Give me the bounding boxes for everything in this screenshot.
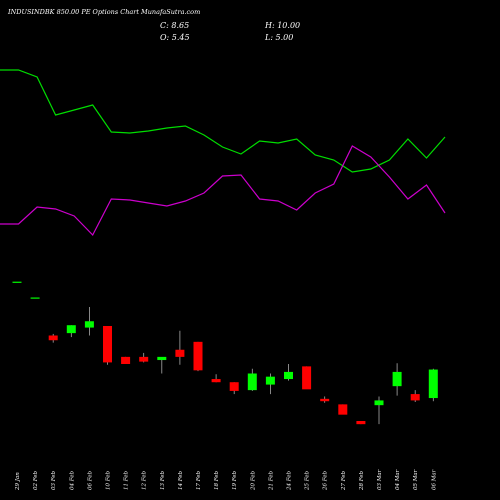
candle-2 [30,297,40,299]
candle-body [247,373,257,391]
x-tick-label: 10 Feb [106,470,112,490]
candle-body [410,394,420,401]
candle-12 [211,374,221,383]
candle-3 [48,333,58,343]
x-tick-label: 25 Feb [305,470,311,491]
x-tick-label: 19 Feb [232,470,238,490]
x-tick-label: 28 Feb [359,470,365,491]
candle-14 [247,368,257,391]
candle-18 [320,396,330,403]
candle-19 [338,404,348,415]
candle-body [338,404,348,415]
candle-body [84,321,94,328]
candles-layer [12,281,438,425]
low-value: L: 5.00 [264,33,293,42]
candle-7 [121,356,131,364]
candle-body [175,349,185,357]
candle-body [193,341,203,371]
x-tick-label: 13 Feb [160,470,166,490]
candle-body [374,400,384,406]
x-tick-label: 20 Feb [250,470,256,491]
high-value: H: 10.00 [264,21,300,30]
x-tick-label: 04 Mar [395,469,401,490]
x-tick-label: 12 Feb [142,470,148,490]
candle-15 [265,373,275,395]
candle-13 [229,382,239,395]
candle-16 [284,364,293,381]
open-value: O: 5.45 [160,33,190,42]
candle-24 [428,368,438,402]
x-tick-label: 26 Feb [323,470,329,491]
x-tick-label: 21 Feb [268,470,274,491]
candle-body [121,356,131,364]
x-tick-label: 18 Feb [214,470,220,490]
candle-body [320,398,330,402]
candle-10 [175,330,185,365]
candle-20 [356,421,366,425]
line-series-layer [0,69,446,237]
candle-body [139,356,149,362]
x-tick-label: 14 Feb [178,470,184,490]
candle-body [12,281,22,283]
candle-11 [193,341,203,372]
candle-body [265,376,275,385]
candle-22 [392,363,402,396]
line-series-1 [0,69,446,173]
close-value: C: 8.65 [160,21,189,30]
candle-body [356,421,366,425]
x-tick-label: 06 Mar [431,469,437,490]
candle-8 [139,352,149,363]
x-tick-label: 24 Feb [287,470,293,491]
x-tick-label: 02 Feb [33,470,39,490]
candle-5 [84,307,94,336]
x-tick-label: 29 Jan [15,472,21,491]
candle-body [157,356,167,361]
x-tick-label: 05 Mar [413,469,419,490]
candle-body [302,366,312,390]
candle-4 [66,325,76,338]
candle-1 [12,281,22,283]
candle-body [229,382,239,391]
candle-body [392,371,402,387]
candle-body [30,297,40,299]
candle-23 [410,390,420,402]
candle-body [48,335,58,341]
x-tick-label: 04 Feb [69,470,75,490]
candle-body [66,325,76,334]
x-tick-label: 11 Feb [124,470,130,490]
candle-17 [302,366,312,390]
chart-title: INDUSINDBK 850.00 PE Options Chart Munaf… [7,8,200,16]
x-tick-label: 03 Mar [377,469,383,490]
candle-9 [157,356,167,374]
x-tick-label: 03 Feb [51,470,57,490]
candle-body [103,326,112,363]
x-tick-label: 17 Feb [196,470,202,490]
candle-body [284,371,293,380]
candle-body [428,369,438,399]
x-axis-ticks: 29 Jan 02 Feb 03 Feb 04 Feb 06 Feb 10 Feb 11 F… [15,469,437,491]
line-series-2 [0,145,446,237]
candle-6 [103,326,112,365]
candle-21 [374,396,384,425]
x-tick-label: 27 Feb [341,470,347,491]
x-tick-label: 06 Feb [87,470,93,490]
candle-body [211,379,221,383]
